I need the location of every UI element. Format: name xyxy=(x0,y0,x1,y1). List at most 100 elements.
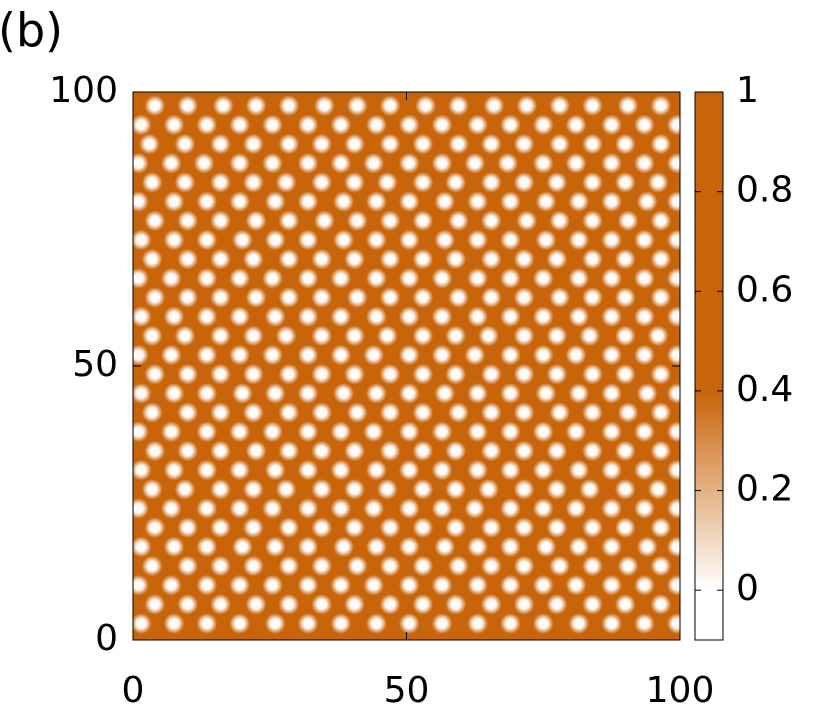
heatmap-spot xyxy=(141,402,163,423)
heatmap-spot xyxy=(634,267,655,289)
heatmap-spot xyxy=(467,306,489,328)
heatmap-spot xyxy=(546,593,568,615)
heatmap-spot xyxy=(196,459,218,481)
heatmap-spot xyxy=(297,229,319,251)
heatmap-spot xyxy=(333,191,354,212)
heatmap-spot xyxy=(297,267,319,289)
heatmap-spot xyxy=(650,363,672,385)
heatmap-spot xyxy=(264,306,286,328)
heatmap-spot xyxy=(617,95,639,117)
heatmap-spot xyxy=(314,95,335,117)
heatmap-spot xyxy=(513,287,535,308)
heatmap-spot xyxy=(262,574,283,596)
heatmap-spot xyxy=(379,517,401,539)
heatmap-spot xyxy=(513,325,535,347)
heatmap-spot xyxy=(278,133,300,155)
heatmap-spot xyxy=(242,363,264,385)
heatmap-spot xyxy=(431,498,453,519)
heatmap-spot xyxy=(666,536,680,558)
heatmap-spot xyxy=(398,344,420,366)
heatmap-spot xyxy=(614,517,636,539)
heatmap-spot xyxy=(480,133,502,155)
heatmap-spot xyxy=(144,593,166,615)
heatmap-spot xyxy=(516,95,538,117)
heatmap-spot xyxy=(601,152,623,174)
heatmap-spot xyxy=(177,287,199,308)
heatmap-spot xyxy=(601,459,623,481)
heatmap-spot xyxy=(546,517,568,539)
heatmap-spot xyxy=(412,402,434,423)
heatmap-spot xyxy=(366,459,387,481)
heatmap-spot xyxy=(601,191,623,212)
colorbar-tick-label: 0.6 xyxy=(736,269,793,310)
heatmap-spot xyxy=(311,248,333,270)
heatmap-spot xyxy=(210,248,231,270)
heatmap-spot xyxy=(264,383,286,404)
heatmap-spot xyxy=(480,287,502,308)
heatmap-spot xyxy=(160,574,182,596)
heatmap-spot xyxy=(513,440,535,462)
heatmap-spot xyxy=(634,498,655,519)
heatmap-spot xyxy=(412,133,434,155)
heatmap-spot xyxy=(210,593,231,615)
heatmap-spot xyxy=(614,172,636,193)
heatmap-spot xyxy=(177,210,199,232)
heatmap-spot xyxy=(582,248,603,270)
heatmap-spot xyxy=(532,421,554,443)
heatmap-spot xyxy=(549,402,571,423)
heatmap-spot xyxy=(210,555,231,577)
heatmap-spot xyxy=(229,114,251,136)
heatmap-spot xyxy=(650,210,672,232)
heatmap-spot xyxy=(614,133,636,155)
heatmap-spot xyxy=(133,152,149,174)
heatmap-spot xyxy=(568,306,590,328)
heatmap-spot xyxy=(210,287,231,308)
heatmap-spot xyxy=(278,95,300,117)
heatmap-spot xyxy=(144,95,166,117)
heatmap-spot xyxy=(141,172,163,193)
heatmap-spot xyxy=(275,478,297,500)
heatmap-spot xyxy=(344,133,365,155)
heatmap-spot xyxy=(568,536,590,558)
heatmap-spot xyxy=(467,383,489,404)
heatmap-spot xyxy=(614,363,636,385)
heatmap-spot xyxy=(376,478,398,500)
heatmap-spot xyxy=(160,152,182,174)
heatmap-spot xyxy=(366,306,387,328)
heatmap-spot xyxy=(379,95,401,117)
heatmap-spot xyxy=(513,402,535,423)
heatmap-spot xyxy=(634,306,655,328)
heatmap-spot xyxy=(232,229,253,251)
heatmap-spot xyxy=(650,440,672,462)
heatmap-spot xyxy=(174,133,196,155)
heatmap-spot xyxy=(262,498,283,519)
heatmap-spot xyxy=(133,383,152,404)
heatmap-spot xyxy=(445,440,467,462)
heatmap-spot xyxy=(196,306,218,328)
heatmap-spot xyxy=(366,383,387,404)
heatmap-spot xyxy=(467,229,489,251)
heatmap-spot xyxy=(297,459,319,481)
heatmap-spot xyxy=(379,402,401,423)
heatmap-spot xyxy=(500,191,521,212)
heatmap-spot xyxy=(431,421,453,443)
heatmap-spot xyxy=(480,402,502,423)
heatmap-spot xyxy=(532,152,554,174)
heatmap-spot xyxy=(229,498,251,519)
heatmap-spot xyxy=(379,133,401,155)
heatmap-spot xyxy=(546,325,568,347)
heatmap-spot xyxy=(311,402,333,423)
heatmap-spot xyxy=(614,248,636,270)
heatmap-spot xyxy=(634,459,655,481)
heatmap-spot xyxy=(601,306,623,328)
heatmap-spot xyxy=(480,172,502,193)
axes: 0 50 100 0 50 100 0 0.2 0.4 0.6 0.8 1 xyxy=(49,70,793,711)
heatmap-spot xyxy=(666,459,680,481)
heatmap-spot xyxy=(398,421,420,443)
heatmap-spot xyxy=(363,421,385,443)
heatmap-spot xyxy=(163,459,185,481)
heatmap-spot xyxy=(535,229,557,251)
heatmap-spot xyxy=(262,114,283,136)
heatmap-spot xyxy=(133,459,152,481)
heatmap-spot xyxy=(229,267,251,289)
